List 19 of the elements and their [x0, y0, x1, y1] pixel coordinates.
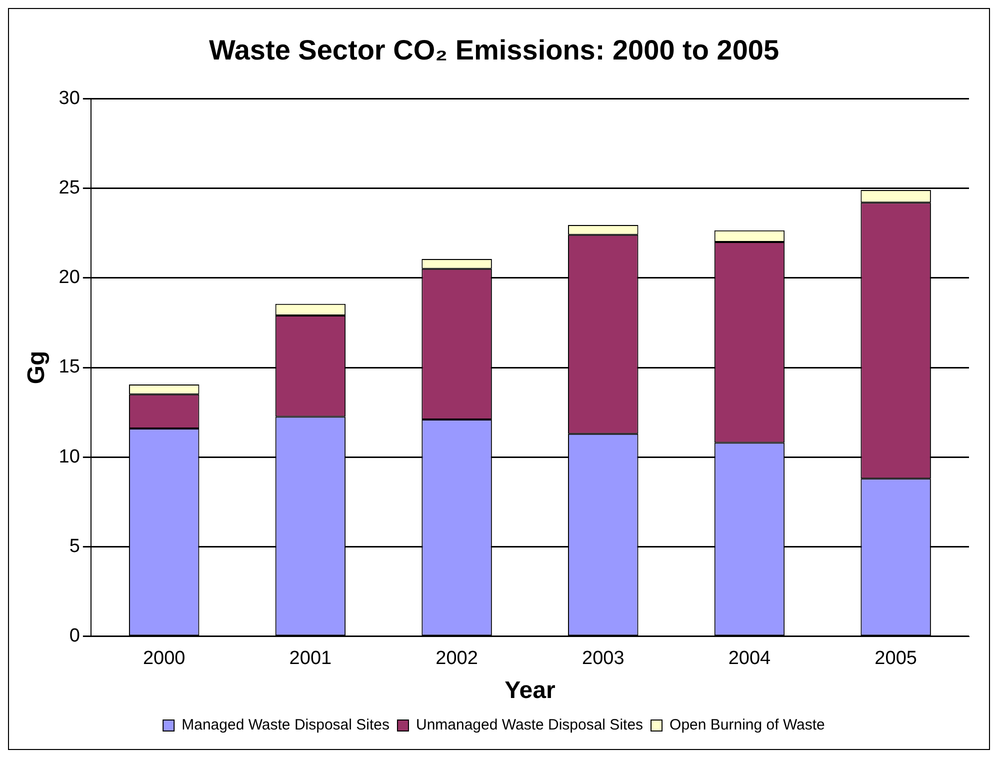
y-tick-label: 15	[58, 356, 80, 378]
chart-title: Waste Sector CO₂ Emissions: 2000 to 2005	[208, 34, 780, 66]
y-tick-label: 25	[58, 177, 80, 198]
y-tick-label: 30	[58, 88, 80, 109]
x-tick-label: 2004	[728, 648, 772, 670]
legend-label: Unmanaged Waste Disposal Sites	[416, 716, 644, 734]
x-tick-label: 2005	[874, 648, 917, 670]
y-axis-title: Gg	[23, 350, 50, 384]
legend-label: Open Burning of Waste	[670, 716, 825, 734]
x-tick-label: 2000	[142, 648, 186, 670]
y-tick-label: 20	[58, 267, 80, 288]
y-tick-label: 5	[69, 536, 80, 557]
x-tick-label: 2003	[582, 648, 624, 670]
legend-label: Managed Waste Disposal Sites	[182, 716, 390, 734]
x-axis-title: Year	[504, 677, 556, 704]
x-tick-label: 2001	[289, 648, 332, 670]
x-tick-label: 2002	[436, 648, 478, 670]
y-tick-label: 0	[69, 626, 80, 647]
y-tick-label: 10	[58, 446, 80, 468]
